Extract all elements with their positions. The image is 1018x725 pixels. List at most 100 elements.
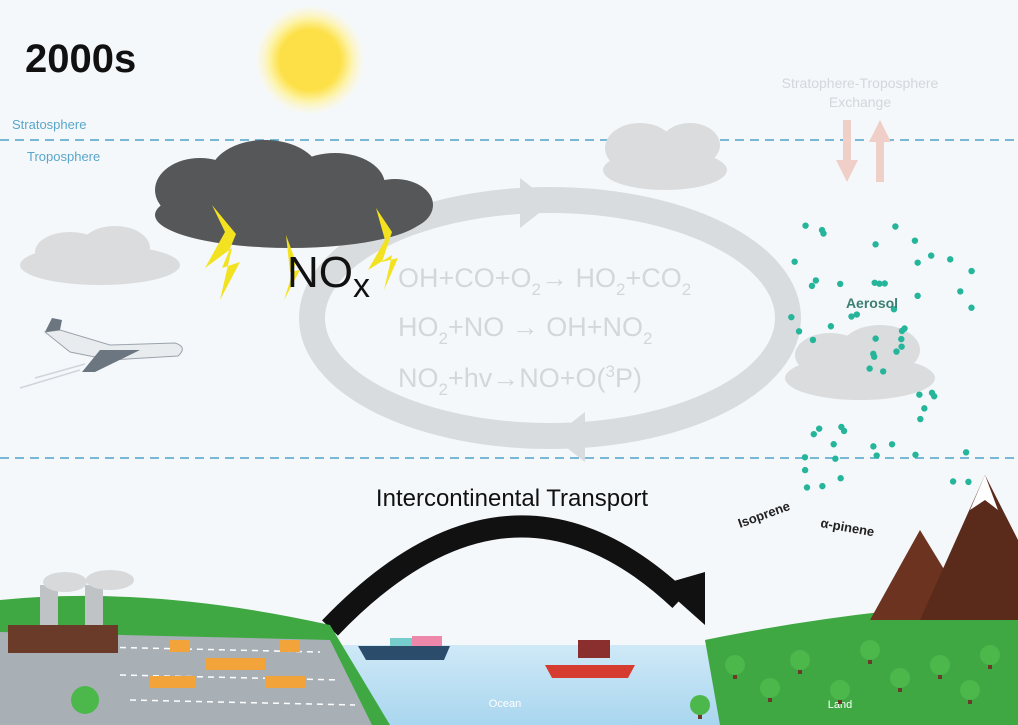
aerosol-dot (957, 288, 964, 295)
aerosol-dot (949, 478, 957, 485)
aerosol-dot (947, 256, 954, 263)
aerosol-dot (871, 279, 878, 286)
aerosol-dot (876, 280, 883, 287)
aerosol-dot (872, 335, 879, 342)
aerosol-dot (911, 237, 919, 244)
aerosol-dot (827, 323, 835, 330)
aerosol-dot (870, 350, 877, 358)
tree (930, 655, 950, 675)
exchange-label: Stratophere-Troposphere (782, 75, 939, 91)
aerosol-dot (879, 368, 887, 375)
storm-cloud (155, 140, 433, 248)
aerosol-dot (873, 452, 880, 459)
lightning (205, 205, 240, 300)
reaction: NO2+hv→NO+O(3P) (398, 362, 642, 399)
aerosol-dot (916, 391, 923, 398)
lightning (368, 208, 398, 290)
aerosol-dot (801, 454, 809, 461)
cargo-ship (358, 636, 450, 660)
reaction: HO2+NO → OH+NO2 (398, 312, 652, 348)
houses (150, 640, 305, 688)
aerosol-dot (837, 475, 844, 482)
aerosol-dot (832, 455, 839, 462)
aerosol-dot (836, 280, 844, 288)
aerosol-dot (870, 443, 877, 450)
road-marking (9, 644, 356, 706)
aerosol-dot (928, 389, 936, 397)
aerosol-dot (838, 423, 845, 431)
aerosol-dot (810, 430, 817, 438)
cloud (20, 226, 180, 285)
aerosol-dot (914, 259, 921, 266)
land-right (705, 600, 1018, 725)
aerosol-dot (866, 365, 873, 372)
tree (760, 678, 780, 698)
aerosol-dot (788, 313, 795, 321)
aerosol-dot (872, 241, 879, 248)
tree (830, 680, 850, 700)
airplane (19, 318, 183, 389)
layer-label: Troposphere (27, 149, 100, 164)
aerosol-dot (830, 441, 837, 448)
factory (8, 570, 134, 653)
exchange-arrow (836, 120, 858, 182)
transport-label: Intercontinental Transport (376, 485, 648, 512)
aerosol-dot (888, 441, 896, 448)
cycle-arrow (520, 178, 552, 228)
transport-arrow-head (660, 572, 705, 625)
aerosol-dot (819, 482, 826, 490)
cycle-arrow (553, 412, 585, 462)
aerosol-dot (853, 311, 861, 318)
aerosol-dot (968, 267, 975, 275)
mountains (870, 475, 1018, 620)
aerosol-dot (927, 252, 935, 259)
reaction: OH+CO+O2→ HO2+CO2 (398, 263, 691, 299)
aerosol-dot (791, 258, 798, 265)
aerosol-dot (892, 223, 899, 230)
sun (255, 5, 365, 115)
transport-arrow (322, 515, 688, 636)
aerosol-dot (893, 348, 900, 355)
aerosol-dot (912, 451, 919, 458)
aerosol-dot (921, 405, 928, 412)
aerosol-dot (962, 449, 970, 456)
land-label: Land (828, 699, 852, 711)
ocean-label: Ocean (489, 698, 521, 710)
aerosol-dot (914, 292, 921, 300)
aerosol-dot (808, 282, 816, 290)
trees (690, 640, 1000, 719)
aerosol-dot (965, 478, 972, 486)
aerosol-dot (968, 304, 975, 311)
aerosol-dot (881, 280, 888, 287)
tree (960, 680, 980, 700)
aerosol-dot (890, 306, 898, 313)
lightning (284, 235, 300, 300)
cycle (299, 187, 801, 449)
aerosol-dot (801, 466, 809, 474)
aerosol-dot (848, 313, 855, 320)
aerosol-dot (803, 484, 811, 491)
exchange-label: Exchange (829, 94, 891, 110)
aerosol-dot (802, 222, 809, 229)
tree (790, 650, 810, 670)
ship (545, 640, 635, 678)
aerosol-dot (815, 425, 823, 432)
cloud (603, 123, 727, 190)
tree (690, 695, 710, 715)
aerosol-dot (901, 325, 908, 332)
title: 2000s (25, 37, 136, 81)
nox: NOx (287, 248, 370, 305)
aerosol-dot (812, 277, 820, 284)
aerosol-dot (809, 336, 817, 344)
exchange-arrow (869, 120, 891, 182)
tree (71, 686, 99, 714)
tree (860, 640, 880, 660)
tree (890, 668, 910, 688)
layer-label: Stratosphere (12, 117, 86, 132)
aerosol-dot (818, 226, 826, 234)
aerosol-dot (898, 335, 905, 343)
aerosol-particles (788, 222, 975, 491)
tree (980, 645, 1000, 665)
aerosol-label: Aerosol (846, 295, 898, 311)
